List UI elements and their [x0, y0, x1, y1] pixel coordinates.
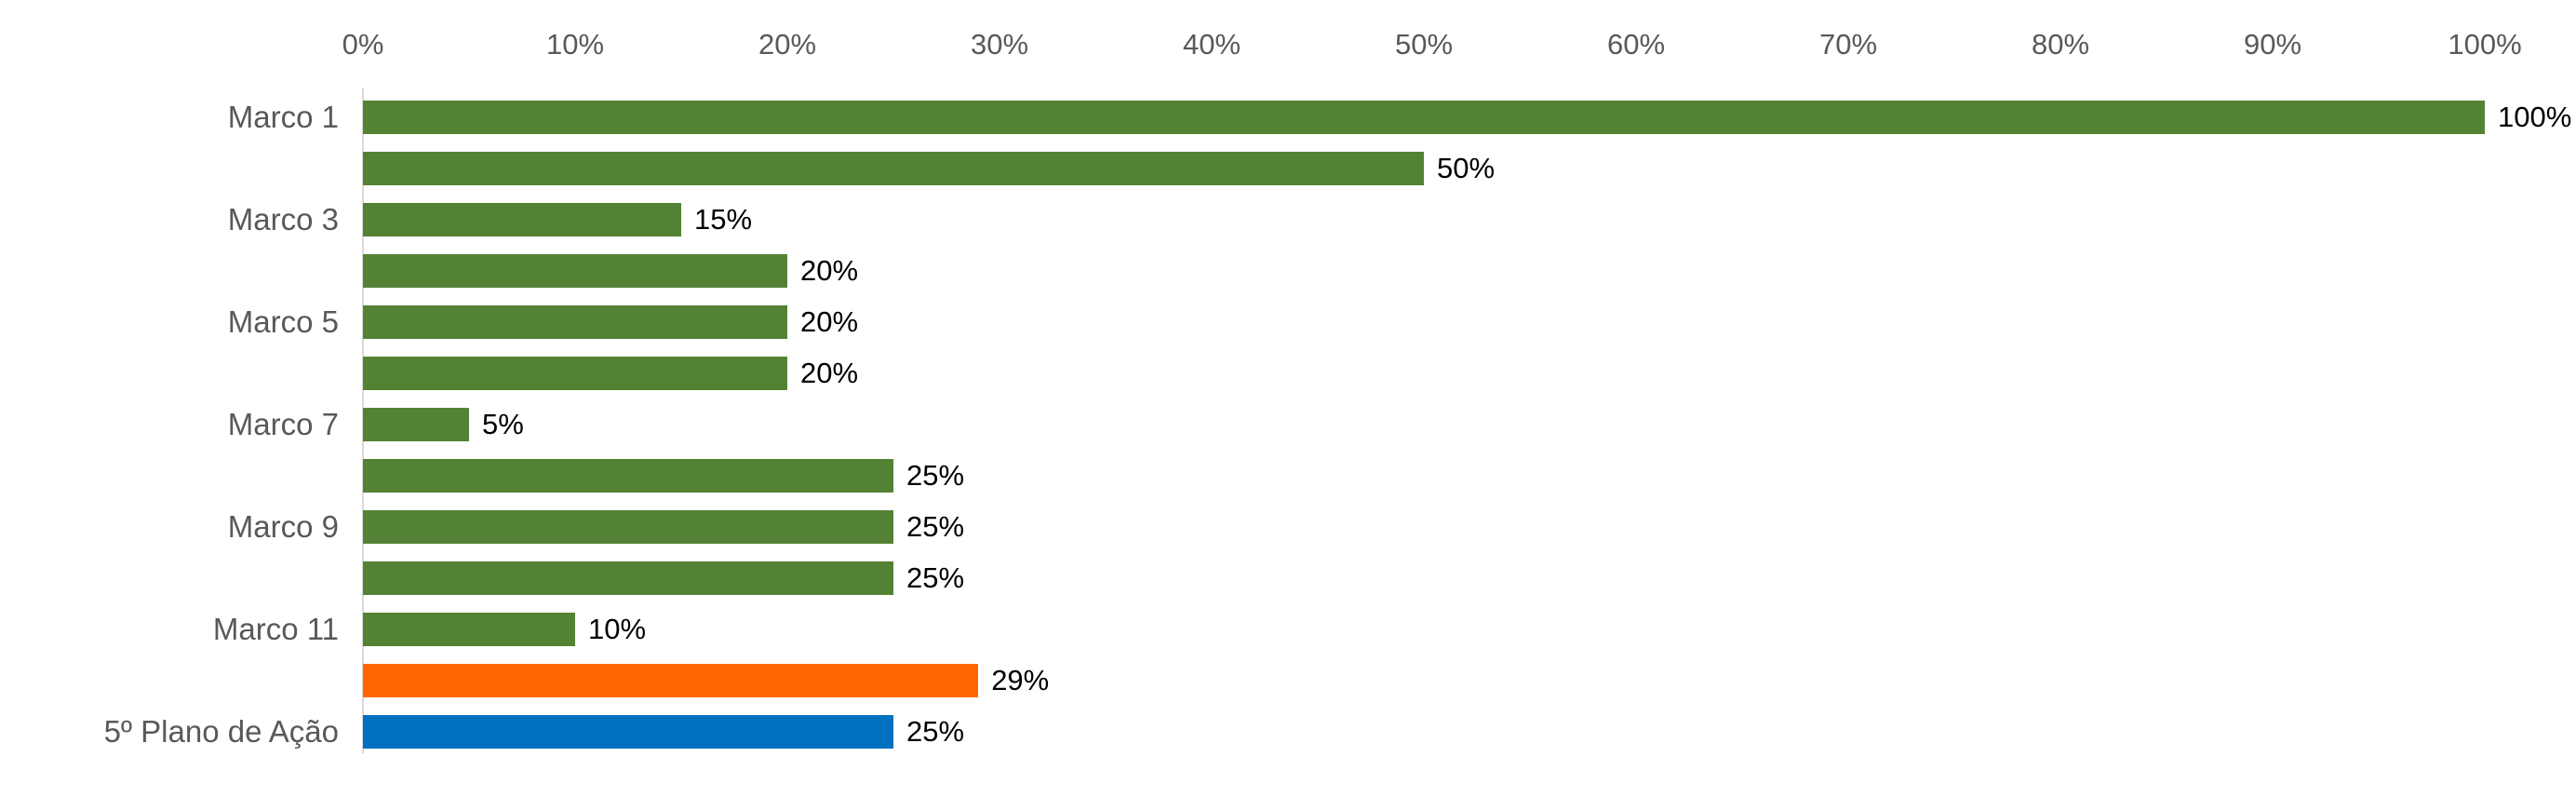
- bar-marco-9: [363, 509, 893, 544]
- x-axis-tick-label: 90%: [2243, 28, 2302, 61]
- bar-marco-5: [363, 304, 787, 339]
- x-axis-tick-label: 80%: [2031, 28, 2090, 61]
- x-axis-tick-label: 40%: [1182, 28, 1241, 61]
- bar-row-10: [363, 561, 893, 595]
- bar-track: 20%: [363, 356, 2485, 390]
- value-label: 25%: [906, 561, 965, 594]
- x-axis-tick-label: 60%: [1606, 28, 1666, 61]
- chart-row: Marco 1 100%: [0, 91, 2576, 142]
- bar-marco-11: [363, 612, 575, 646]
- chart-row: Marco 11 10%: [0, 603, 2576, 655]
- plot-area: Marco 1 100% 50% Marco 3 15% 20% Marco 5 20% 20%…: [0, 88, 2576, 757]
- x-axis-tick-label: 0%: [342, 28, 384, 61]
- bar-marco-1: [363, 100, 2485, 134]
- chart-row: 25%: [0, 450, 2576, 501]
- bar-track: 5%: [363, 407, 2485, 441]
- value-label: 20%: [800, 253, 859, 287]
- value-label: 20%: [800, 356, 859, 389]
- chart-row: Marco 3 15%: [0, 194, 2576, 245]
- category-label: Marco 5: [227, 304, 339, 339]
- chart-row: 20%: [0, 347, 2576, 398]
- bar-track: 20%: [363, 304, 2485, 339]
- chart-row: Marco 5 20%: [0, 296, 2576, 347]
- bar-row-6: [363, 356, 787, 390]
- bar-row-12: [363, 663, 979, 697]
- bar-row-4: [363, 253, 787, 288]
- bar-row-8: [363, 458, 893, 493]
- bar-track: 10%: [363, 612, 2485, 646]
- category-label: Marco 7: [227, 406, 339, 441]
- bar-track: 50%: [363, 151, 2485, 185]
- x-axis-tick-label: 30%: [970, 28, 1029, 61]
- value-label: 5%: [482, 407, 524, 440]
- x-axis-tick-label: 100%: [2448, 28, 2522, 61]
- bar-track: 15%: [363, 202, 2485, 236]
- bar-5-plano-de-a-o: [363, 714, 893, 749]
- value-label: 15%: [694, 202, 753, 236]
- category-label: Marco 11: [212, 611, 339, 646]
- x-axis-tick-label: 50%: [1394, 28, 1454, 61]
- value-label: 29%: [991, 663, 1050, 696]
- category-label: Marco 9: [227, 508, 339, 544]
- bar-track: 25%: [363, 714, 2485, 749]
- bar-track: 25%: [363, 561, 2485, 595]
- x-axis-tick-label: 10%: [545, 28, 605, 61]
- chart-row: 50%: [0, 142, 2576, 194]
- category-label: 5º Plano de Ação: [103, 713, 339, 749]
- bar-row-2: [363, 151, 1424, 185]
- value-label: 25%: [906, 509, 965, 543]
- bar-track: 100%: [363, 100, 2571, 134]
- value-label: 100%: [2498, 100, 2572, 133]
- chart-row: 25%: [0, 552, 2576, 603]
- category-label: Marco 1: [227, 99, 339, 134]
- bar-track: 25%: [363, 509, 2485, 544]
- chart-row: 5º Plano de Ação 25%: [0, 706, 2576, 757]
- bar-track: 29%: [363, 663, 2485, 697]
- bar-track: 25%: [363, 458, 2485, 493]
- x-axis-tick-label: 20%: [758, 28, 817, 61]
- chart-row: 20%: [0, 245, 2576, 296]
- category-label: Marco 3: [227, 201, 339, 236]
- value-label: 25%: [906, 458, 965, 492]
- value-label: 50%: [1437, 151, 1496, 184]
- bar-marco-7: [363, 407, 469, 441]
- x-axis: 0% 10% 20% 30% 40% 50% 60% 70% 80% 90% 100%: [342, 13, 2522, 91]
- x-axis-tick-label: 70%: [1818, 28, 1878, 61]
- value-label: 10%: [588, 612, 647, 645]
- value-label: 20%: [800, 304, 859, 338]
- chart-row: Marco 7 5%: [0, 398, 2576, 450]
- value-label: 25%: [906, 714, 965, 748]
- bar-marco-3: [363, 202, 681, 236]
- bar-track: 20%: [363, 253, 2485, 288]
- chart-row: Marco 9 25%: [0, 501, 2576, 552]
- chart-row: 29%: [0, 655, 2576, 706]
